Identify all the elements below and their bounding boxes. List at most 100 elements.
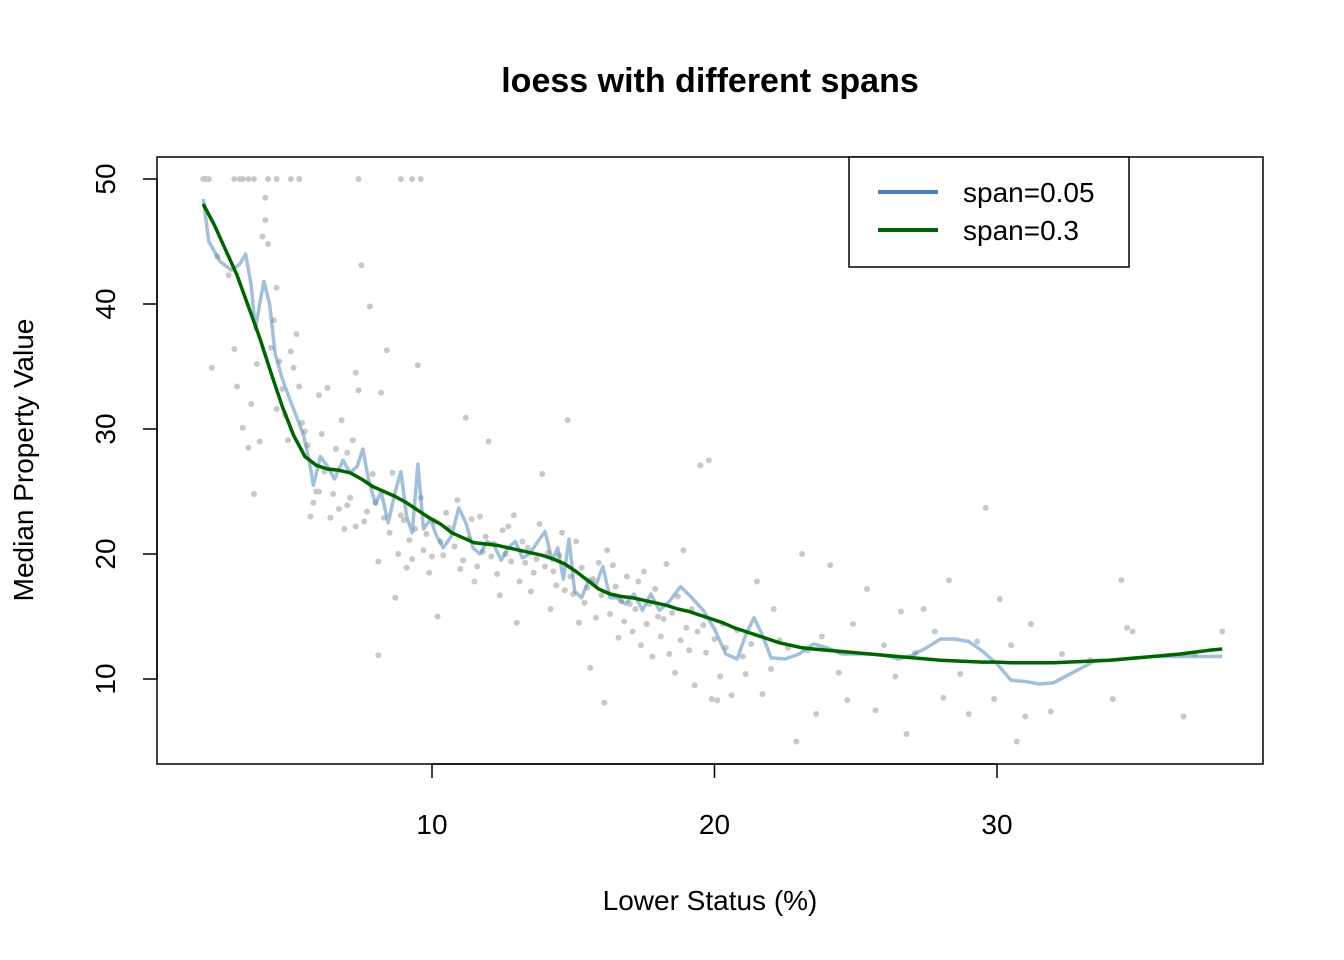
scatter-point — [559, 529, 565, 536]
scatter-point — [575, 619, 582, 626]
scatter-point — [505, 523, 512, 530]
scatter-point — [330, 491, 337, 497]
legend-label-span-0-05: span=0.05 — [963, 177, 1095, 208]
scatter-point — [683, 624, 690, 631]
scatter-point — [392, 594, 399, 601]
scatter-point — [494, 571, 500, 577]
scatter-point — [358, 262, 365, 269]
scatter-point — [519, 538, 526, 545]
scatter-point — [454, 497, 461, 504]
scatter-point — [253, 361, 260, 367]
scatter-point — [770, 606, 777, 612]
scatter-point — [293, 331, 300, 337]
scatter-point — [991, 696, 998, 702]
x-tick-label: 30 — [981, 809, 1012, 840]
scatter-point — [426, 569, 433, 576]
scatter-point — [369, 471, 376, 477]
scatter-point — [296, 176, 303, 182]
scatter-point — [273, 176, 280, 182]
scatter-point — [553, 582, 560, 589]
scatter-point — [578, 564, 585, 571]
scatter-point — [375, 558, 382, 565]
scatter-point — [615, 634, 622, 641]
y-axis-label: Median Property Value — [8, 319, 39, 602]
scatter-point — [477, 513, 483, 520]
scatter-point — [728, 692, 735, 699]
scatter-point — [202, 176, 209, 182]
scatter-point — [1059, 651, 1065, 657]
scatter-point — [996, 596, 1003, 602]
scatter-point — [691, 682, 698, 689]
scatter-point — [742, 671, 749, 677]
scatter-point — [638, 642, 644, 649]
scatter-point — [335, 506, 342, 512]
scatter-point — [347, 494, 354, 501]
scatter-point — [462, 414, 469, 421]
scatter-point — [703, 649, 709, 656]
scatter-point — [813, 711, 820, 717]
scatter-point — [510, 512, 517, 519]
scatter-point — [753, 578, 760, 585]
scatter-point — [864, 586, 870, 592]
scatter-point — [423, 531, 430, 537]
scatter-point — [595, 559, 602, 566]
scatter-point — [471, 578, 478, 585]
scatter-point — [881, 642, 887, 649]
scatter-point — [508, 558, 515, 565]
scatter-point — [318, 431, 325, 437]
scatter-point — [375, 652, 382, 659]
scatter-point — [898, 608, 904, 615]
scatter-point — [231, 346, 238, 352]
scatter-point — [485, 438, 492, 445]
scatter-point — [623, 573, 630, 580]
scatter-point — [482, 533, 489, 540]
scatter-point — [440, 552, 447, 559]
scatter-point — [525, 544, 531, 551]
scatter-point — [705, 457, 712, 464]
scatter-point — [262, 217, 269, 224]
scatter-point — [284, 437, 291, 444]
y-axis: 10 20 30 40 50 — [90, 163, 158, 695]
scatter-point — [268, 344, 274, 351]
legend: span=0.05 span=0.3 — [848, 156, 1130, 268]
scatter-point — [265, 176, 272, 182]
scatter-point — [355, 176, 362, 182]
scatter-point — [409, 556, 416, 562]
scatter-point — [499, 527, 506, 534]
scatter-point — [965, 711, 972, 717]
scatter-point — [1027, 621, 1034, 627]
scatter-point — [208, 364, 215, 371]
scatter-point — [383, 347, 390, 354]
scatter-point — [516, 578, 523, 585]
scatter-point — [420, 547, 427, 554]
scatter-point — [403, 564, 410, 571]
scatter-point — [547, 606, 554, 612]
scatter-point — [1013, 738, 1020, 745]
scatter-point — [903, 731, 910, 737]
scatter-point — [533, 556, 540, 562]
scatter-point — [587, 664, 594, 671]
scatter-point — [349, 437, 356, 444]
scatter-point — [666, 651, 673, 657]
scatter-point — [1118, 577, 1125, 584]
x-axis: 10 20 30 — [416, 763, 1013, 840]
scatter-point — [748, 641, 755, 647]
scatter-point — [946, 577, 952, 584]
scatter-point — [739, 653, 746, 660]
loess-lines — [201, 198, 1223, 686]
x-tick-label: 20 — [699, 809, 730, 840]
scatter-point — [663, 561, 670, 567]
scatter-point — [711, 636, 718, 642]
scatter-point — [818, 633, 825, 640]
scatter-point — [607, 611, 613, 617]
scatter-point — [694, 628, 701, 635]
scatter-point — [669, 609, 676, 616]
scatter-point — [635, 578, 642, 585]
scatter-point — [344, 449, 351, 456]
scatter-point — [245, 176, 252, 182]
scatter-point — [397, 512, 404, 519]
scatter-point — [640, 568, 647, 575]
scatter-point — [409, 176, 416, 182]
scatter-point — [287, 176, 294, 182]
